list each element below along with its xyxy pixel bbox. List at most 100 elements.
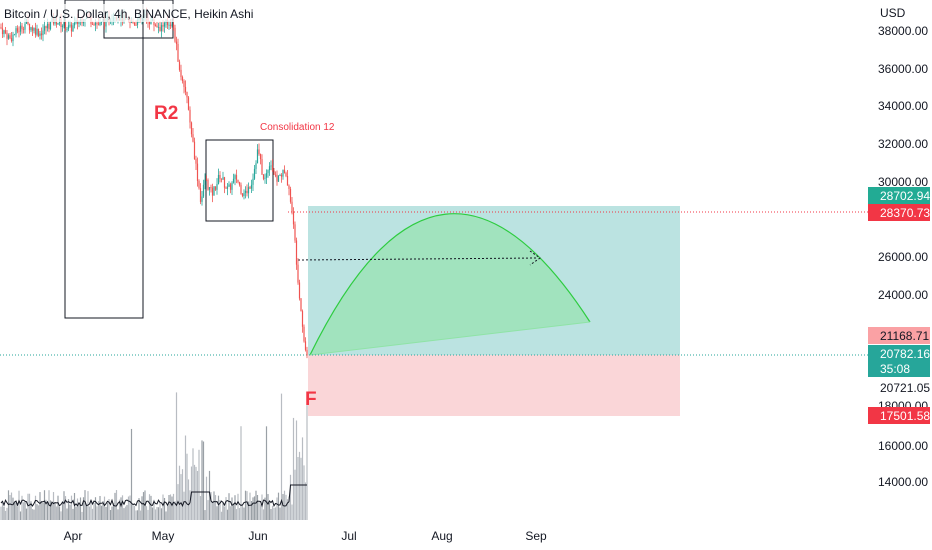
candle-body <box>228 184 230 187</box>
candle-body <box>268 166 271 171</box>
volume-bar <box>171 496 173 520</box>
volume-bar <box>16 506 19 520</box>
time-axis[interactable]: Apr May Jun Jul Aug Sep <box>64 529 547 543</box>
candle-body <box>135 24 137 26</box>
candle-body <box>183 81 185 87</box>
volume-bar <box>148 494 151 520</box>
candle-body <box>172 24 175 28</box>
volume-bar <box>294 469 296 520</box>
candle-body <box>3 30 5 35</box>
volume-bar <box>213 491 215 520</box>
candle-body <box>67 25 70 30</box>
volume-bar <box>303 465 305 520</box>
volume-bar <box>232 503 235 520</box>
volume-bar <box>199 496 202 520</box>
candle-body <box>150 21 152 25</box>
volume-bar <box>264 497 266 520</box>
volume-bar <box>277 492 280 520</box>
volume-bar <box>42 502 44 520</box>
candle-body <box>148 21 151 25</box>
candle-body <box>94 22 97 26</box>
price-tick-label: 38000.00 <box>878 24 928 38</box>
volume-bar <box>175 392 178 520</box>
candle-body <box>190 122 193 135</box>
volume-bar <box>172 493 175 520</box>
volume-bar <box>30 501 32 520</box>
candle-body <box>273 170 275 175</box>
loss-zone[interactable] <box>308 355 680 416</box>
candle-body <box>156 25 158 28</box>
candle-body <box>37 28 40 36</box>
volume-bar <box>279 507 281 520</box>
candle-body <box>289 188 292 202</box>
volume-bar <box>54 502 56 520</box>
volume-bar <box>301 437 304 520</box>
candle-body <box>180 69 182 78</box>
annotation-box-left[interactable] <box>64 0 144 319</box>
volume-bar <box>109 510 112 520</box>
volume-bar <box>135 510 137 520</box>
candle-body <box>153 19 155 26</box>
candle-body <box>28 23 31 31</box>
price-badge-label: 28702.94 <box>880 189 930 203</box>
candle-body <box>241 193 244 196</box>
candle-body <box>193 141 196 159</box>
candle-body <box>1 28 4 35</box>
candle-body <box>271 165 274 171</box>
candle-body <box>64 21 67 31</box>
volume-bar <box>186 453 188 520</box>
volume-bar <box>10 492 13 520</box>
volume-bars <box>0 392 308 520</box>
volume-bar <box>274 507 277 520</box>
price-badge <box>868 360 930 377</box>
candle-body <box>232 178 235 183</box>
volume-bar <box>108 499 110 520</box>
time-tick-label: Jul <box>341 529 356 543</box>
candle-body <box>184 86 187 93</box>
volume-bar <box>259 504 262 520</box>
candle-body <box>196 163 199 181</box>
volume-bar <box>231 497 233 520</box>
volume-bar <box>162 494 164 520</box>
price-axis-background <box>868 0 932 550</box>
currency-label: USD <box>880 6 906 20</box>
candle-body <box>240 184 242 194</box>
candle-body <box>216 183 218 190</box>
candle-body <box>162 25 164 27</box>
volume-bar <box>120 497 122 520</box>
time-tick-label: Sep <box>525 529 547 543</box>
candle-body <box>294 224 296 241</box>
candle-body <box>274 174 277 176</box>
volume-bar <box>201 440 203 520</box>
volume-bar <box>150 495 152 520</box>
candle-body <box>93 24 95 26</box>
projection-arc[interactable] <box>309 213 591 356</box>
candle-body <box>40 33 43 36</box>
candle-body <box>250 184 253 189</box>
candle-body <box>46 23 49 29</box>
volume-bar <box>229 506 232 520</box>
consolidation-box[interactable] <box>205 139 274 222</box>
volume-bar <box>219 499 221 520</box>
volume-bar <box>166 505 169 520</box>
volume-bar <box>208 470 211 520</box>
volume-bar <box>39 492 41 520</box>
volume-bar <box>55 506 58 520</box>
candle-body <box>297 264 299 283</box>
volume-bar <box>271 505 274 520</box>
candle-body <box>70 24 73 32</box>
candle-body <box>282 169 284 177</box>
volume-bar <box>288 496 290 520</box>
candle-body <box>33 27 35 31</box>
volume-bar <box>126 505 128 520</box>
candle-body <box>78 21 80 24</box>
candle-body <box>10 38 13 42</box>
candle-body <box>72 25 74 32</box>
volume-bar <box>298 451 301 520</box>
candle-body <box>231 182 233 190</box>
candle-body <box>45 26 47 29</box>
volume-bar <box>237 493 239 520</box>
candle-body <box>286 176 289 186</box>
candle-body <box>256 149 259 164</box>
